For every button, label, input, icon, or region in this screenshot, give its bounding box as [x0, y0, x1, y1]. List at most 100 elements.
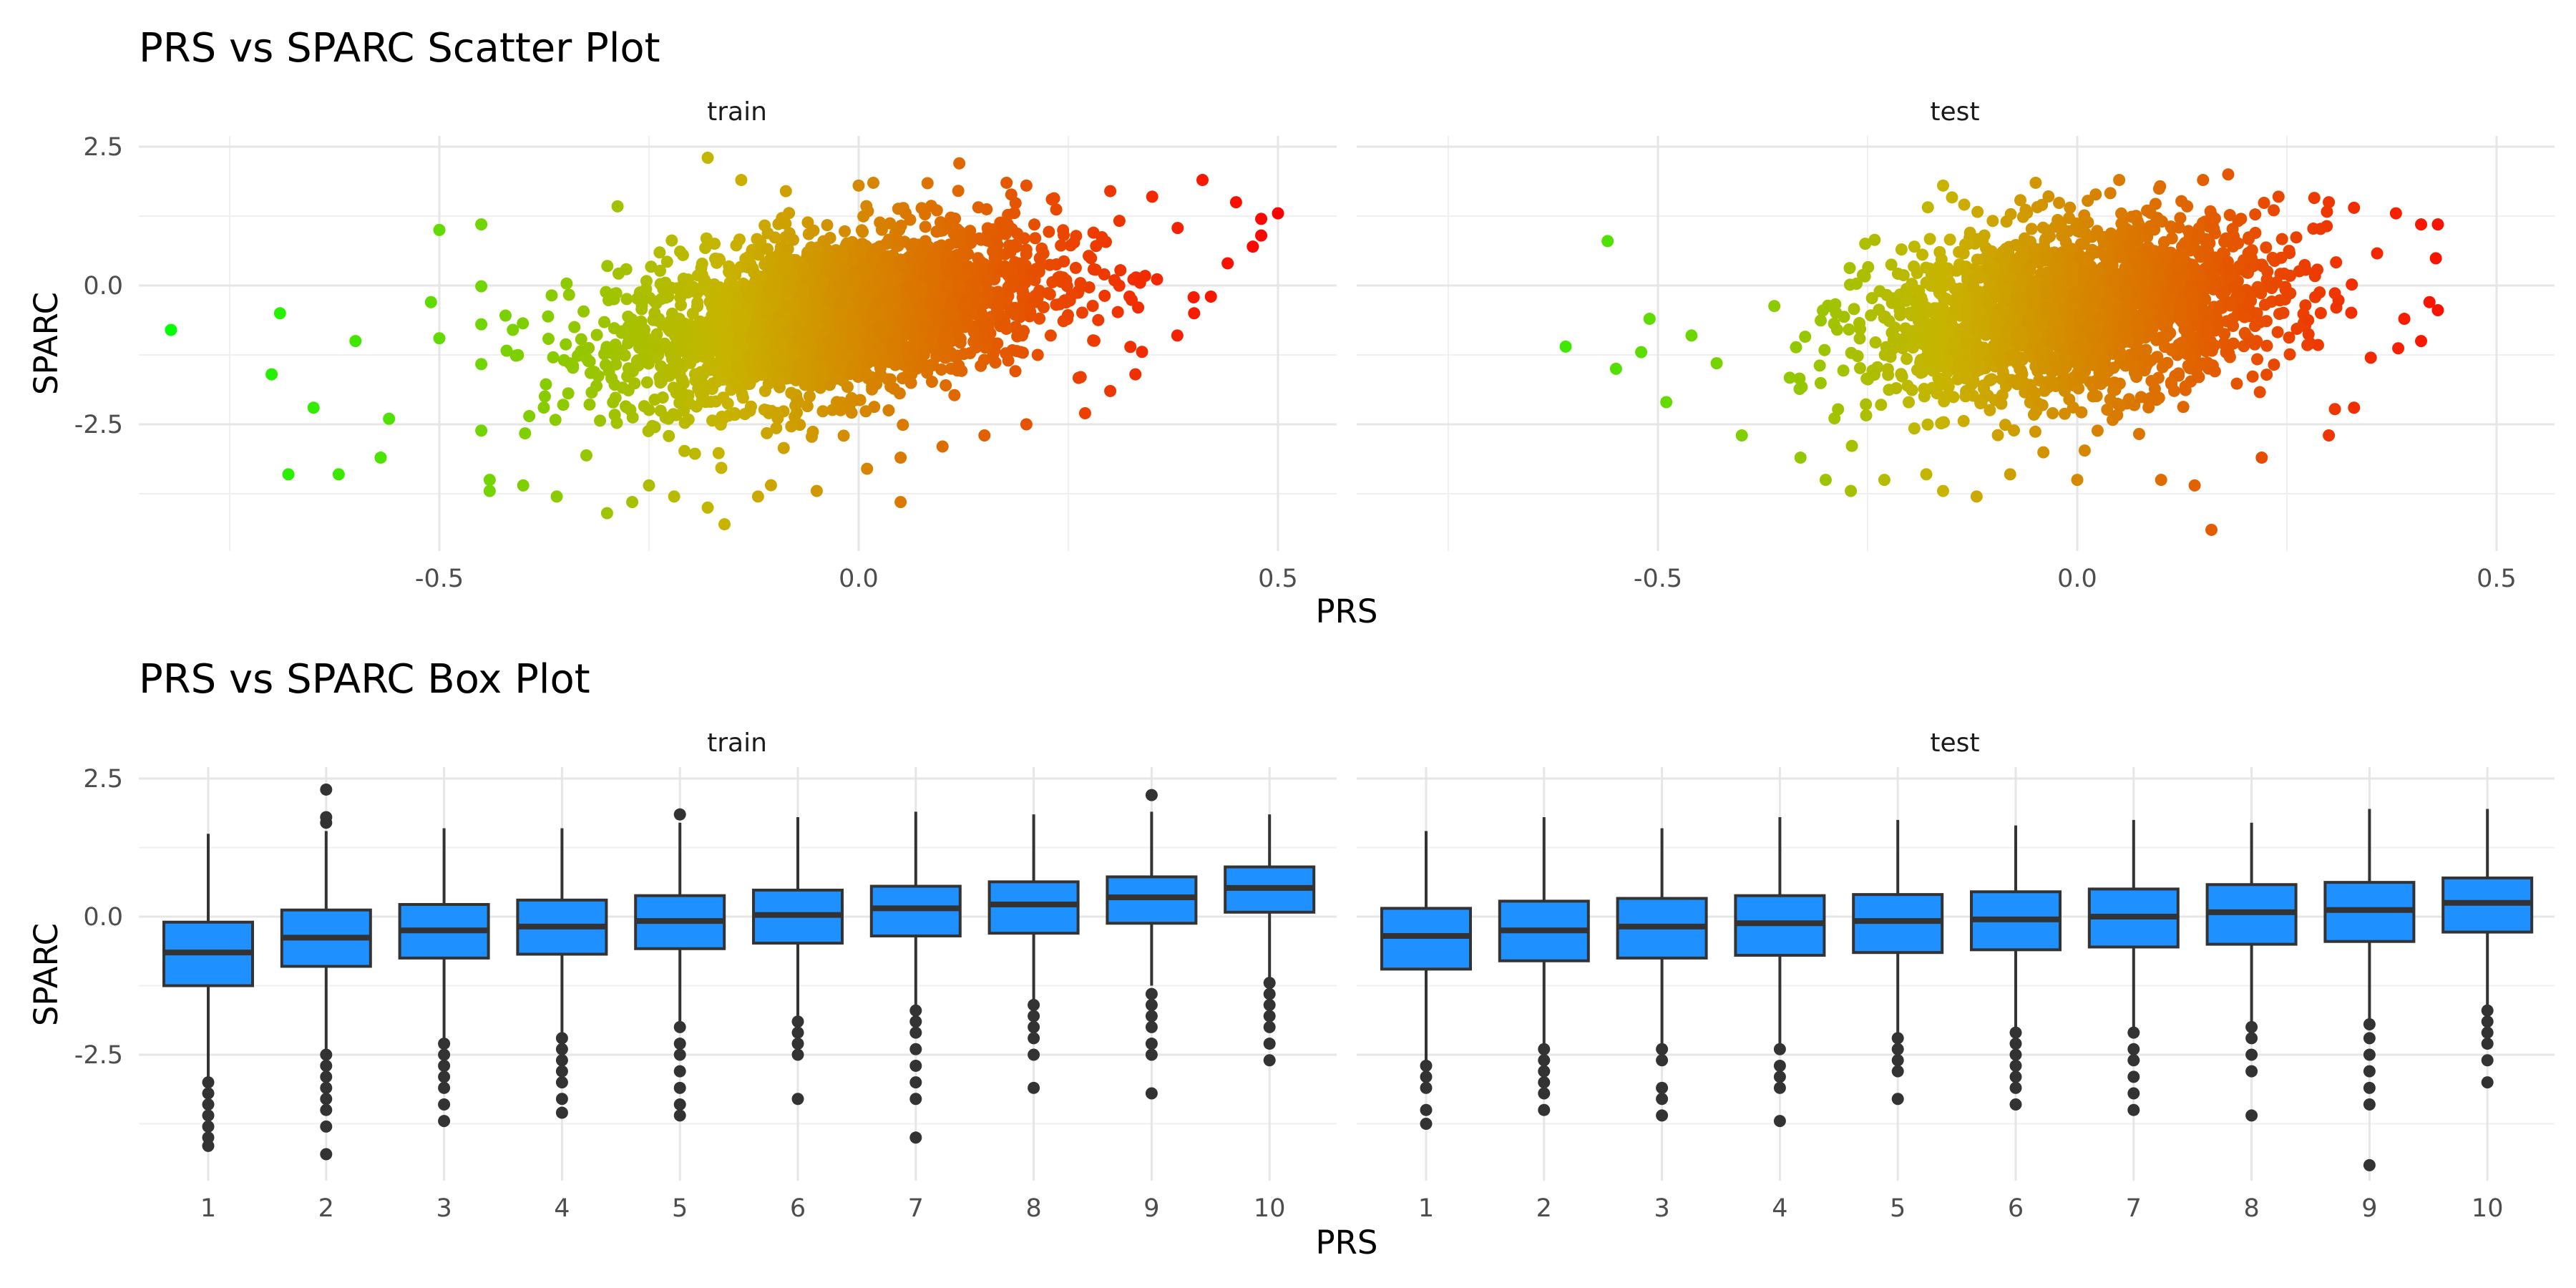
scatter-point [970, 338, 982, 351]
scatter-point [939, 351, 952, 364]
scatter-point [2104, 227, 2117, 240]
scatter-point [2268, 204, 2280, 217]
scatter-point [610, 287, 623, 300]
scatter-point [738, 316, 751, 329]
scatter-point [2254, 316, 2267, 328]
scatter-point [2078, 209, 2091, 222]
scatter-point [2187, 293, 2200, 306]
scatter-point [700, 232, 713, 245]
scatter-point [1151, 273, 1163, 286]
scatter-point [2205, 523, 2218, 536]
scatter-point [2000, 215, 2013, 228]
scatter-point [1837, 364, 1850, 377]
scatter-point [2053, 196, 2066, 209]
scatter-point [2392, 342, 2405, 355]
scatter-point [779, 251, 791, 264]
scatter-point [779, 185, 792, 197]
scatter-point [862, 337, 874, 350]
scatter-point [1005, 188, 1018, 201]
scatter-point [826, 404, 839, 416]
scatter-point [886, 341, 899, 354]
box-plot-area: 1 2 3 4 5 6 7 8 9 10 1 2 3 4 5 6 7 8 9 102.50.0-2.5 [74, 765, 2555, 1223]
scatter-point [1991, 429, 2004, 441]
scatter-point [2398, 313, 2411, 326]
x-tick-label: 0.5 [2477, 565, 2517, 593]
scatter-point [1829, 298, 1842, 311]
scatter-facet-label-train: train [707, 97, 767, 127]
scatter-point [815, 370, 828, 383]
scatter-point [2089, 188, 2102, 201]
x-tick-label: 4 [554, 1194, 570, 1223]
scatter-point [582, 341, 595, 354]
scatter-point [475, 318, 488, 331]
scatter-point [645, 260, 658, 273]
scatter-point [2094, 378, 2107, 391]
scatter-point [975, 263, 988, 276]
scatter-point [1971, 344, 1984, 357]
scatter-point [1043, 225, 1055, 238]
scatter-point [953, 157, 966, 170]
scatter-point [874, 368, 887, 381]
scatter-point [860, 367, 873, 380]
scatter-point [2075, 406, 2088, 419]
scatter-point [983, 290, 996, 303]
scatter-point [2146, 322, 2159, 335]
scatter-point [777, 441, 790, 454]
scatter-point [1799, 331, 1812, 343]
scatter-point [1020, 248, 1033, 260]
scatter-point [1848, 303, 1860, 316]
scatter-point [2008, 375, 2021, 388]
scatter-point [1950, 264, 1963, 277]
scatter-point [864, 348, 877, 361]
scatter-point [2064, 201, 2077, 214]
scatter-point [885, 274, 898, 287]
scatter-point [918, 318, 931, 331]
scatter-point [2154, 180, 2167, 192]
scatter-point [1793, 372, 1806, 385]
scatter-point [861, 462, 874, 475]
x-tick-label: 0.0 [839, 565, 879, 593]
scatter-point [2272, 190, 2285, 203]
scatter-point [1891, 268, 1904, 280]
scatter-point [542, 310, 555, 323]
scatter-point [758, 302, 771, 315]
scatter-point [1735, 429, 1748, 442]
scatter-point [1069, 261, 1082, 274]
scatter-point [643, 479, 655, 492]
scatter-point [997, 219, 1010, 232]
x-tick-label: 3 [1654, 1194, 1669, 1223]
scatter-point [1973, 359, 1986, 372]
scatter-point [608, 322, 620, 335]
scatter-point [1065, 288, 1078, 301]
scatter-point [1946, 191, 1958, 204]
scatter-point [864, 283, 877, 296]
scatter-point [2174, 296, 2187, 309]
scatter-point [663, 369, 675, 382]
scatter-point [2113, 349, 2126, 362]
scatter-point [585, 386, 598, 399]
scatter-point [952, 185, 965, 197]
scatter-point [626, 411, 639, 424]
scatter-point [940, 278, 952, 291]
scatter-point [852, 179, 865, 192]
scatter-point [1133, 276, 1146, 289]
scatter-point [701, 321, 714, 334]
scatter-point [587, 366, 600, 379]
scatter-point [1860, 398, 1873, 411]
scatter-point [1853, 332, 1866, 345]
scatter-point [919, 220, 932, 233]
x-tick-label: 2 [1536, 1194, 1552, 1223]
scatter-point [557, 399, 570, 411]
scatter-point [2031, 201, 2044, 214]
scatter-point [751, 490, 764, 503]
scatter-point [1843, 262, 1856, 275]
scatter-point [1958, 198, 1971, 211]
scatter-point [2290, 231, 2303, 244]
scatter-point [1850, 277, 1863, 290]
scatter-point [483, 474, 496, 487]
scatter-point [785, 283, 798, 296]
scatter-point [2037, 446, 2050, 459]
scatter-point [2175, 336, 2187, 349]
scatter-point [2260, 241, 2273, 254]
